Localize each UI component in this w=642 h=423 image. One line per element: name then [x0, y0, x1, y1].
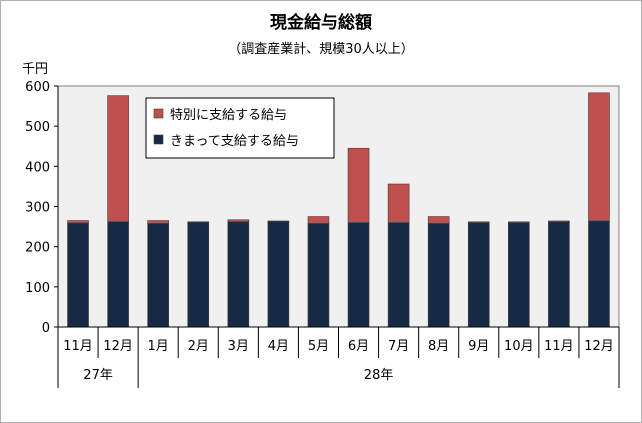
bar-segment-regular: [467, 222, 490, 328]
legend-label: 特別に支給する給与: [170, 108, 287, 123]
bar-segment-regular: [548, 221, 570, 328]
bar-segment-regular: [107, 221, 129, 328]
bar-segment-regular: [347, 222, 370, 328]
x-tick-label: 12月: [584, 339, 614, 354]
bar-segment-special: [227, 219, 250, 223]
bar-segment-special: [347, 147, 370, 223]
x-tick-label: 1月: [148, 339, 169, 354]
y-tick-label: 0: [42, 321, 50, 336]
bar-segment-special: [467, 221, 490, 223]
bar-segment-regular: [267, 221, 290, 328]
y-axis-unit-label: 千円: [22, 62, 48, 77]
chart-subtitle: （調査産業計、規模30人以上）: [228, 42, 414, 57]
bar-segment-regular: [67, 222, 89, 328]
y-tick-label: 400: [25, 160, 50, 175]
bar-segment-regular: [588, 220, 610, 328]
bar-segment-regular: [427, 223, 450, 328]
y-tick-label: 100: [25, 281, 50, 296]
legend-box: [145, 97, 335, 159]
bar-segment-special: [147, 220, 169, 224]
y-tick-label: 500: [25, 120, 50, 135]
bar-segment-special: [588, 92, 610, 222]
x-tick-label: 5月: [308, 339, 329, 354]
bar-segment-regular: [387, 222, 410, 328]
legend-swatch: [153, 108, 164, 119]
bar-segment-special: [307, 216, 330, 224]
bar-segment-regular: [227, 221, 250, 328]
legend-swatch: [153, 134, 164, 145]
y-tick-label: 600: [25, 80, 50, 95]
x-tick-label: 10月: [504, 339, 534, 354]
y-tick-label: 200: [25, 241, 50, 256]
x-tick-label: 12月: [103, 339, 133, 354]
bar-segment-special: [67, 220, 89, 224]
bar-segment-special: [387, 183, 410, 223]
bar-segment-regular: [508, 222, 530, 328]
x-tick-label: 6月: [348, 339, 369, 354]
y-tick-label: 300: [25, 201, 50, 216]
bar-segment-regular: [307, 223, 330, 328]
x-tick-label: 4月: [268, 339, 289, 354]
chart-title: 現金給与総額: [270, 13, 372, 33]
bar-segment-regular: [147, 223, 169, 328]
bar-segment-special: [107, 95, 129, 223]
x-tick-label: 11月: [544, 339, 574, 354]
x-tick-label: 3月: [228, 339, 249, 354]
year-group-label: 28年: [364, 368, 394, 383]
x-tick-label: 9月: [468, 339, 489, 354]
x-tick-label: 8月: [428, 339, 449, 354]
bar-segment-special: [548, 220, 570, 223]
bar-segment-special: [508, 221, 530, 223]
year-group-label: 27年: [83, 368, 113, 383]
x-tick-label: 7月: [388, 339, 409, 354]
x-tick-label: 2月: [188, 339, 209, 354]
legend-label: きまって支給する給与: [170, 134, 299, 149]
x-tick-label: 11月: [63, 339, 93, 354]
plot-area: [57, 85, 620, 328]
bar-segment-special: [427, 216, 450, 224]
bar-segment-regular: [187, 221, 210, 328]
